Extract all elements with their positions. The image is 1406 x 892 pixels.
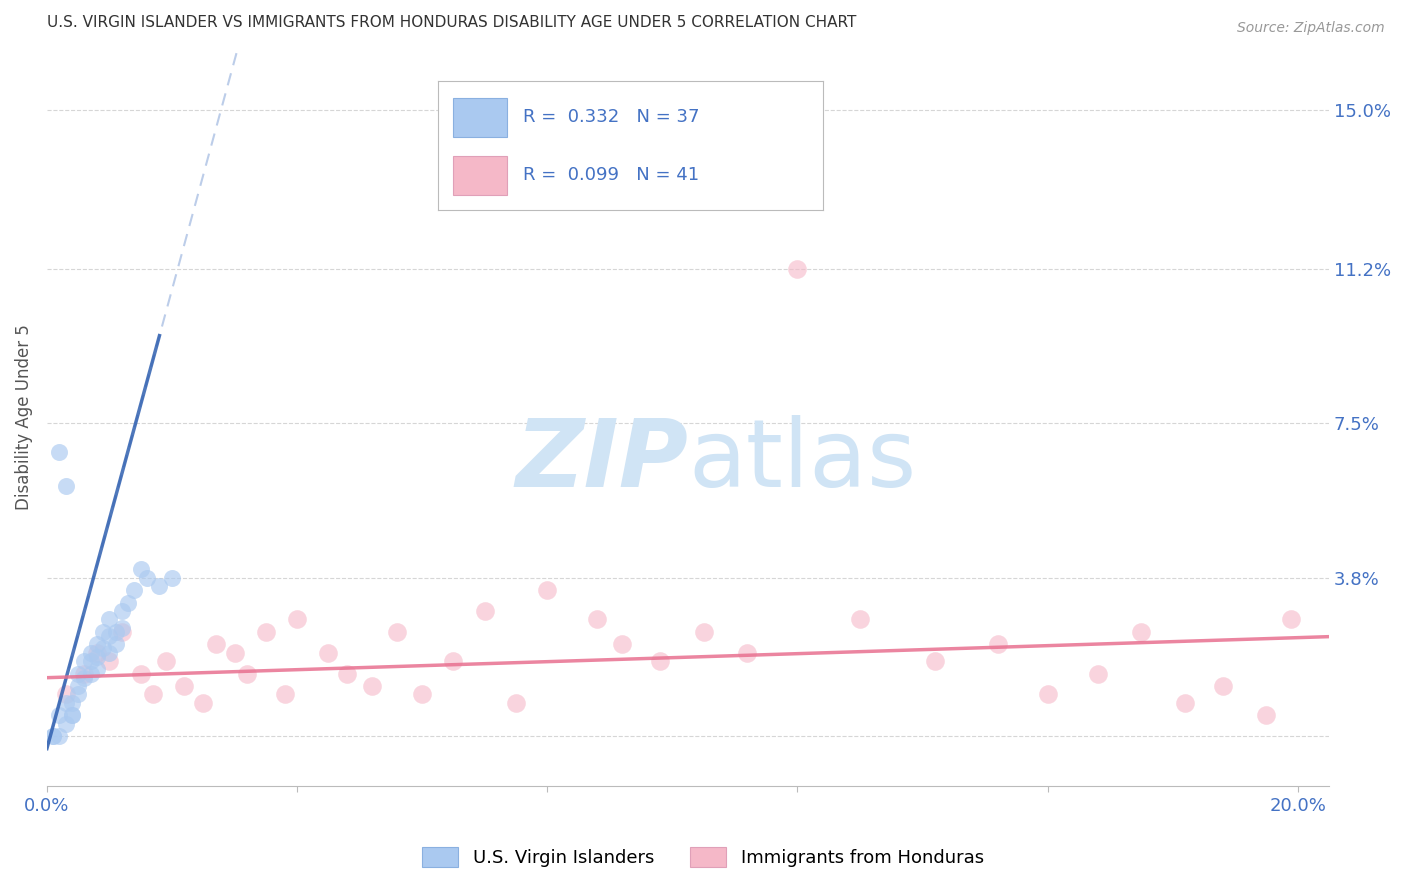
Point — [86, 637, 108, 651]
Point — [79, 646, 101, 660]
Point — [148, 579, 170, 593]
Point — [536, 583, 558, 598]
Point — [505, 696, 527, 710]
Point — [55, 479, 77, 493]
Point — [104, 637, 127, 651]
Text: ZIP: ZIP — [515, 416, 688, 508]
Point — [67, 679, 90, 693]
Point — [924, 654, 946, 668]
Point — [48, 445, 70, 459]
Point — [129, 562, 152, 576]
Point — [60, 696, 83, 710]
Point — [111, 621, 134, 635]
Legend: U.S. Virgin Islanders, Immigrants from Honduras: U.S. Virgin Islanders, Immigrants from H… — [415, 839, 991, 874]
Point — [173, 679, 195, 693]
Point — [129, 666, 152, 681]
Point — [111, 604, 134, 618]
Point — [98, 646, 121, 660]
Point — [786, 261, 808, 276]
Point — [86, 646, 108, 660]
Text: atlas: atlas — [688, 416, 917, 508]
Point — [60, 708, 83, 723]
Point — [1174, 696, 1197, 710]
Point — [86, 662, 108, 676]
Point — [98, 629, 121, 643]
Point — [104, 624, 127, 639]
Point — [111, 624, 134, 639]
Point — [986, 637, 1008, 651]
Point — [612, 637, 634, 651]
Point — [79, 654, 101, 668]
Point — [1036, 687, 1059, 701]
Point — [1281, 612, 1303, 626]
Point — [160, 571, 183, 585]
Point — [411, 687, 433, 701]
Point — [55, 696, 77, 710]
Point — [155, 654, 177, 668]
Point — [1212, 679, 1234, 693]
Point — [55, 687, 77, 701]
Point — [692, 624, 714, 639]
Point — [98, 654, 121, 668]
Point — [236, 666, 259, 681]
Point — [91, 641, 114, 656]
Point — [474, 604, 496, 618]
Point — [48, 729, 70, 743]
Point — [204, 637, 226, 651]
Text: U.S. VIRGIN ISLANDER VS IMMIGRANTS FROM HONDURAS DISABILITY AGE UNDER 5 CORRELAT: U.S. VIRGIN ISLANDER VS IMMIGRANTS FROM … — [46, 15, 856, 30]
Point — [98, 612, 121, 626]
Point — [73, 654, 96, 668]
Point — [91, 624, 114, 639]
Point — [142, 687, 165, 701]
Point — [73, 666, 96, 681]
Point — [737, 646, 759, 660]
Point — [336, 666, 359, 681]
Point — [1130, 624, 1153, 639]
Text: Source: ZipAtlas.com: Source: ZipAtlas.com — [1237, 21, 1385, 35]
Y-axis label: Disability Age Under 5: Disability Age Under 5 — [15, 324, 32, 510]
Point — [60, 708, 83, 723]
Point — [67, 687, 90, 701]
Point — [48, 708, 70, 723]
Point — [441, 654, 464, 668]
Point — [193, 696, 215, 710]
Point — [124, 583, 146, 598]
Point — [55, 716, 77, 731]
Point — [285, 612, 308, 626]
Point — [79, 666, 101, 681]
Point — [1256, 708, 1278, 723]
Point — [117, 596, 139, 610]
Point — [849, 612, 872, 626]
Point — [648, 654, 671, 668]
Point — [73, 671, 96, 685]
Point — [318, 646, 340, 660]
Point — [224, 646, 246, 660]
Point — [385, 624, 408, 639]
Point — [136, 571, 159, 585]
Point — [67, 666, 90, 681]
Point — [42, 729, 65, 743]
Point — [254, 624, 277, 639]
Point — [361, 679, 384, 693]
Point — [586, 612, 609, 626]
Point — [42, 729, 65, 743]
Point — [86, 649, 108, 664]
Point — [273, 687, 295, 701]
Point — [1087, 666, 1109, 681]
